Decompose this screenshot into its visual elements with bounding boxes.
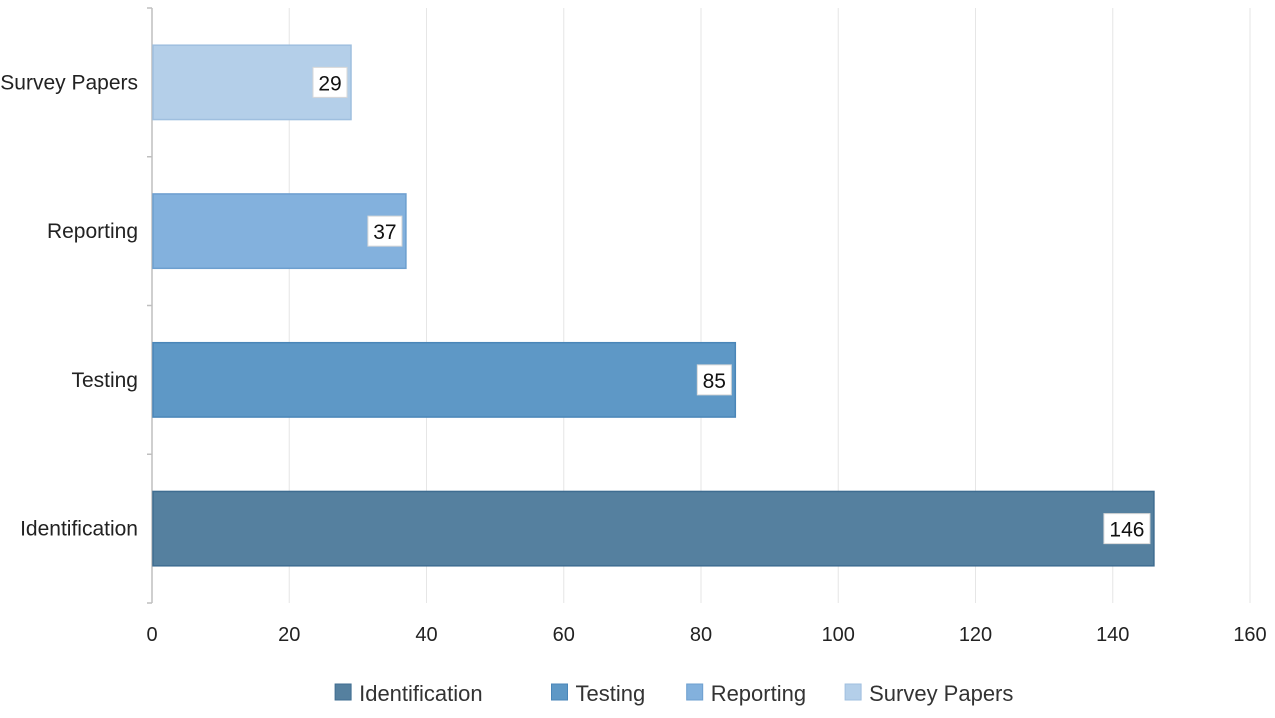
grid-lines (288, 8, 1251, 603)
bar-reporting (152, 193, 407, 270)
data-label: 85 (703, 370, 726, 393)
data-label: 37 (373, 221, 396, 244)
legend-label: Identification (359, 681, 483, 706)
legend-swatch (551, 683, 568, 701)
y-tick-label: Testing (71, 369, 138, 392)
data-label-box (312, 66, 348, 98)
bars (152, 44, 1155, 567)
legend-label: Reporting (711, 681, 806, 706)
x-tick-label: 140 (1096, 624, 1129, 646)
x-tick-label: 80 (690, 624, 712, 646)
x-tick-label: 160 (1233, 624, 1266, 646)
x-tick-label: 0 (146, 624, 157, 646)
bar-testing (152, 341, 737, 418)
data-label-box (367, 215, 403, 247)
legend-swatch (844, 683, 862, 701)
legend-swatch (686, 683, 704, 701)
data-label: 29 (318, 72, 341, 95)
legend-swatch (334, 683, 352, 701)
bar-identification (152, 490, 1155, 567)
axes: 0 20 40 60 80 100 120 140 160 Identification Testi… (0, 7, 1267, 646)
x-tick-label: 40 (415, 624, 437, 646)
y-tick-label: Identification (20, 518, 138, 541)
x-tick-label: 100 (822, 624, 855, 646)
legend: Identification Testing Reporting Survey Pap… (334, 681, 1013, 706)
data-label-box (696, 364, 732, 396)
x-tick-label: 20 (278, 624, 300, 646)
data-label: 146 (1109, 519, 1144, 542)
y-tick-label: Survey Papers (0, 71, 138, 94)
legend-label: Testing (576, 681, 646, 706)
data-label-box (1103, 513, 1151, 545)
y-tick-label: Reporting (47, 220, 138, 243)
data-labels: 146 85 37 29 (312, 66, 1151, 545)
x-tick-label: 120 (959, 624, 992, 646)
x-tick-label: 60 (553, 624, 575, 646)
legend-label: Survey Papers (869, 681, 1013, 706)
